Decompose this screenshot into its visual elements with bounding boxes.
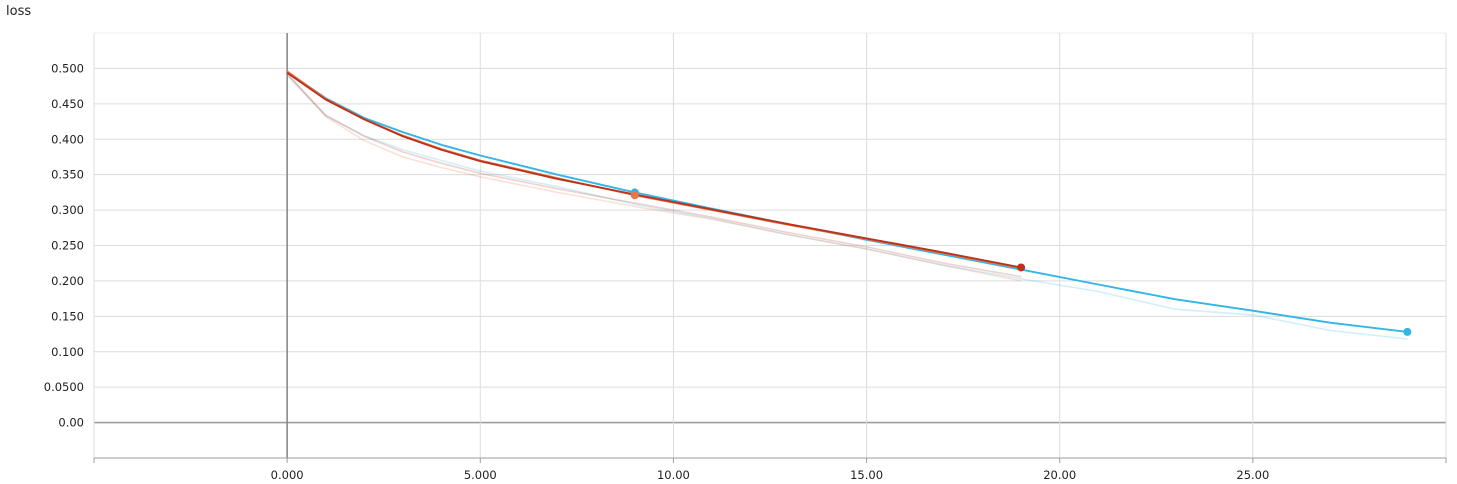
series-line [286, 70, 1022, 270]
y-tick-label: 0.150 [51, 309, 84, 323]
x-tick-label: 15.00 [850, 468, 883, 482]
grid-lines [93, 32, 1447, 458]
y-tick-label: 0.00 [58, 416, 84, 430]
x-tick-labels: 0.000 5.000 10.00 15.00 20.00 25.00 [271, 468, 1270, 482]
raw-series-line [286, 73, 1022, 278]
y-tick-label: 0.500 [51, 61, 84, 75]
raw-series-line [286, 72, 1022, 282]
y-tick-label: 0.450 [51, 97, 84, 111]
y-tick-label: 0.300 [51, 203, 84, 217]
x-tick-label: 20.00 [1043, 468, 1076, 482]
y-tick-label: 0.0500 [44, 380, 84, 394]
raw-series-line [286, 74, 1408, 340]
y-tick-label: 0.250 [51, 239, 84, 253]
chart-title: loss [6, 4, 32, 19]
series-markers [630, 188, 1412, 336]
axes [93, 457, 1447, 463]
x-tick-label: 5.000 [464, 468, 497, 482]
y-tick-label: 0.200 [51, 274, 84, 288]
raw-series-lines [286, 72, 1408, 340]
series-point-marker [1017, 263, 1026, 272]
y-tick-label: 0.400 [51, 132, 84, 146]
x-tick-label: 25.00 [1236, 468, 1269, 482]
smoothed-series-lines [286, 70, 1408, 333]
y-tick-labels: 0.00 0.0500 0.100 0.150 0.200 0.250 0.300 0.350… [44, 61, 84, 429]
series-point-marker [1403, 327, 1412, 336]
series-point-marker [630, 191, 639, 200]
series-line [286, 71, 1022, 269]
y-tick-label: 0.100 [51, 345, 84, 359]
x-tick-label: 0.000 [271, 468, 304, 482]
y-tick-label: 0.350 [51, 168, 84, 182]
x-tick-label: 10.00 [657, 468, 690, 482]
series-line [286, 71, 1408, 333]
